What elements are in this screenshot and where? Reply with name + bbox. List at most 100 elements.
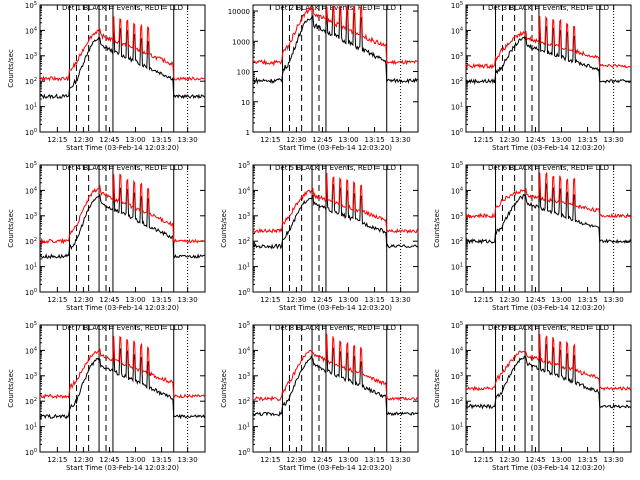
plot-frame bbox=[39, 324, 206, 453]
y-tick-label: 105 bbox=[25, 321, 37, 330]
x-tick-label: 13:30 bbox=[391, 456, 411, 464]
x-tick-label: 12:45 bbox=[312, 456, 332, 464]
panel-title: Det 5 BLACK = Events, RED = LLD bbox=[275, 164, 396, 172]
panel-title: Det 4 BLACK = Events, RED = LLD bbox=[62, 164, 183, 172]
x-tick-label: 12:45 bbox=[312, 136, 332, 144]
y-tick-label: 105 bbox=[25, 1, 37, 10]
series-events-line bbox=[465, 182, 632, 245]
series-events-line bbox=[252, 184, 419, 250]
x-tick-label: 12:15 bbox=[47, 136, 67, 144]
y-tick-label: 103 bbox=[451, 212, 463, 221]
y-axis-label: Counts/sec bbox=[7, 369, 15, 408]
x-tick-label: 13:00 bbox=[338, 136, 358, 144]
panel-title: Det 8 BLACK = Events, RED = LLD bbox=[275, 324, 396, 332]
panel-title: Det 3 BLACK = Events, RED = LLD bbox=[488, 4, 609, 12]
y-tick-label: 103 bbox=[25, 52, 37, 61]
y-tick-label: 100 bbox=[238, 288, 250, 297]
series-events-line bbox=[465, 24, 632, 85]
y-tick-label: 100 bbox=[25, 128, 37, 137]
y-tick-label: 100 bbox=[237, 69, 250, 77]
y-tick-label: 104 bbox=[238, 186, 250, 195]
y-tick-label: 105 bbox=[238, 321, 250, 330]
y-tick-label: 100 bbox=[451, 288, 463, 297]
x-tick-label: 12:15 bbox=[473, 456, 493, 464]
x-tick-label: 12:15 bbox=[260, 296, 280, 304]
x-tick-label: 13:15 bbox=[364, 456, 384, 464]
panel-det-8: Det 8 BLACK = Events, RED = LLD Counts/se… bbox=[220, 321, 419, 472]
y-tick-label: 103 bbox=[238, 372, 250, 381]
x-tick-label: 12:15 bbox=[260, 136, 280, 144]
series-events-line bbox=[39, 345, 206, 421]
plot-frame bbox=[39, 4, 206, 133]
y-tick-label: 101 bbox=[25, 423, 37, 432]
y-tick-label: 102 bbox=[451, 397, 463, 406]
plot-frame bbox=[252, 324, 419, 453]
y-tick-label: 104 bbox=[25, 186, 37, 195]
panel-title: Det 1 BLACK = Events, RED = LLD bbox=[62, 4, 183, 12]
x-tick-label: 13:00 bbox=[125, 136, 145, 144]
y-tick-label: 105 bbox=[451, 321, 463, 330]
x-tick-label: 12:30 bbox=[73, 456, 93, 464]
series-events-line bbox=[39, 183, 206, 260]
x-tick-label: 13:30 bbox=[178, 136, 198, 144]
y-axis-label: Counts/sec bbox=[220, 369, 228, 408]
x-axis-label: Start Time (03-Feb-14 12:03:20) bbox=[492, 144, 605, 152]
x-axis-label: Start Time (03-Feb-14 12:03:20) bbox=[279, 144, 392, 152]
series-events-line bbox=[465, 343, 632, 410]
x-tick-label: 13:15 bbox=[577, 296, 597, 304]
y-tick-label: 105 bbox=[451, 1, 463, 10]
series-lld-line bbox=[252, 172, 419, 234]
y-tick-label: 101 bbox=[451, 263, 463, 272]
y-tick-label: 101 bbox=[25, 263, 37, 272]
y-tick-label: 101 bbox=[25, 103, 37, 112]
y-tick-label: 100 bbox=[25, 448, 37, 457]
y-tick-label: 105 bbox=[238, 161, 250, 170]
plot-frame bbox=[465, 4, 632, 133]
x-axis-label: Start Time (03-Feb-14 12:03:20) bbox=[66, 304, 179, 312]
plot-frame bbox=[465, 164, 632, 293]
x-tick-label: 13:15 bbox=[151, 456, 171, 464]
y-axis-label: Counts/sec bbox=[7, 209, 15, 248]
x-axis-label: Start Time (03-Feb-14 12:03:20) bbox=[492, 304, 605, 312]
x-tick-label: 12:45 bbox=[525, 456, 545, 464]
x-tick-label: 12:30 bbox=[286, 456, 306, 464]
x-tick-label: 13:30 bbox=[604, 296, 624, 304]
series-lld-line bbox=[465, 333, 632, 392]
y-tick-label: 104 bbox=[451, 186, 463, 195]
y-tick-label: 104 bbox=[451, 346, 463, 355]
x-tick-label: 13:15 bbox=[577, 136, 597, 144]
x-tick-label: 12:30 bbox=[286, 296, 306, 304]
panel-det-5: Det 5 BLACK = Events, RED = LLD Counts/se… bbox=[220, 161, 419, 312]
y-tick-label: 100 bbox=[25, 288, 37, 297]
series-lld-line bbox=[40, 335, 206, 400]
x-tick-label: 13:00 bbox=[551, 136, 571, 144]
x-tick-label: 12:45 bbox=[525, 136, 545, 144]
series-events-line bbox=[252, 344, 419, 417]
panel-title: Det 2 BLACK = Events, RED = LLD bbox=[275, 4, 396, 12]
x-axis-label: Start Time (03-Feb-14 12:03:20) bbox=[279, 304, 392, 312]
y-tick-label: 104 bbox=[25, 346, 37, 355]
x-tick-label: 13:30 bbox=[391, 136, 411, 144]
x-tick-label: 13:00 bbox=[551, 296, 571, 304]
x-tick-label: 13:15 bbox=[364, 296, 384, 304]
x-tick-label: 13:00 bbox=[125, 296, 145, 304]
y-tick-label: 102 bbox=[25, 77, 37, 86]
plot-frame bbox=[252, 4, 419, 133]
x-tick-label: 12:30 bbox=[73, 296, 93, 304]
series-lld-line bbox=[39, 16, 206, 83]
panel-det-4: Det 4 BLACK = Events, RED = LLD Counts/se… bbox=[7, 161, 206, 312]
y-tick-label: 102 bbox=[451, 237, 463, 246]
series-events-line bbox=[39, 24, 206, 100]
series-events-line bbox=[252, 6, 419, 85]
panel-title: Det 6 BLACK = Events, RED = LLD bbox=[488, 164, 609, 172]
plot-frame bbox=[252, 164, 419, 293]
panel-det-7: Det 7 BLACK = Events, RED = LLD Counts/se… bbox=[7, 321, 206, 472]
y-tick-label: 102 bbox=[451, 77, 463, 86]
x-tick-label: 13:30 bbox=[391, 296, 411, 304]
y-tick-label: 103 bbox=[451, 52, 463, 61]
y-tick-label: 103 bbox=[451, 372, 463, 381]
x-tick-label: 13:00 bbox=[125, 456, 145, 464]
y-axis-label: Counts/sec bbox=[433, 209, 441, 248]
x-axis-label: Start Time (03-Feb-14 12:03:20) bbox=[66, 464, 179, 472]
